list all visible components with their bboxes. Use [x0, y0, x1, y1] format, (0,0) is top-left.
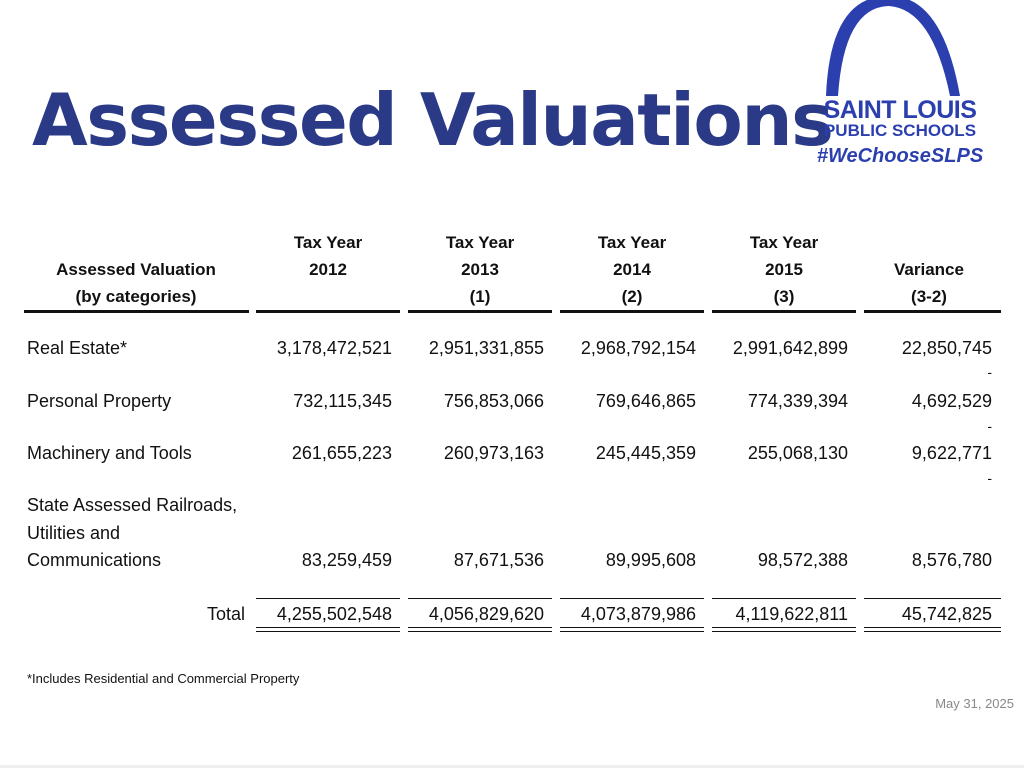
slps-logo: SAINT LOUIS PUBLIC SCHOOLS #WeChooseSLPS: [800, 0, 1000, 175]
table-cell: 774,339,394: [747, 391, 848, 411]
header-2014: Tax Year 2014 (2): [597, 233, 667, 306]
table-cell: 2,968,792,154: [580, 338, 696, 358]
table-cell: 98,572,388: [757, 550, 848, 570]
table-cell: 732,115,345: [293, 391, 392, 411]
table-cell: 2,951,331,855: [428, 338, 544, 358]
header-rule: [24, 310, 249, 313]
total-cell: 4,255,502,548: [276, 604, 392, 624]
page-title: Assessed Valuations: [32, 78, 834, 162]
variance-cell: 22,850,745: [901, 338, 992, 358]
total-top-rule: [408, 598, 552, 599]
total-label: Total: [206, 604, 245, 624]
variance-sign: -: [987, 364, 992, 380]
header-category: Assessed Valuation (by categories): [56, 260, 216, 306]
footnote: *Includes Residential and Commercial Pro…: [27, 671, 300, 686]
logo-line-1: SAINT LOUIS: [823, 96, 977, 124]
total-double-rule: [256, 627, 400, 632]
header-rule: [864, 310, 1001, 313]
total-cell: 4,073,879,986: [580, 604, 696, 624]
logo-hashtag: #WeChooseSLPS: [816, 145, 984, 167]
row-label-state-assessed: Utilities and: [27, 523, 121, 543]
total-top-rule: [560, 598, 704, 599]
variance-sign: -: [987, 470, 992, 486]
header-variance: Variance (3-2): [894, 260, 964, 306]
total-double-rule: [408, 627, 552, 632]
header-2012: Tax Year 2012: [293, 233, 363, 279]
slide-bottom-border: [0, 765, 1024, 768]
row-label-machinery: Machinery and Tools: [27, 443, 192, 463]
table-cell: 756,853,066: [443, 391, 544, 411]
table-cell: 261,655,223: [291, 443, 392, 463]
variance-cell: 4,692,529: [911, 391, 992, 411]
header-rule: [560, 310, 704, 313]
variance-cell: 9,622,771: [911, 443, 992, 463]
table-cell: 2,991,642,899: [732, 338, 848, 358]
table-cell: 245,445,359: [595, 443, 696, 463]
total-cell: 4,119,622,811: [735, 604, 848, 624]
total-top-rule: [712, 598, 856, 599]
header-rule: [712, 310, 856, 313]
variance-cell: 8,576,780: [911, 550, 992, 570]
table-cell: 260,973,163: [443, 443, 544, 463]
table-cell: 255,068,130: [747, 443, 848, 463]
slide-date: May 31, 2025: [935, 696, 1014, 711]
row-label-personal-property: Personal Property: [27, 391, 172, 411]
total-top-rule: [256, 598, 400, 599]
header-2013: Tax Year 2013 (1): [445, 233, 515, 306]
row-label-state-assessed: State Assessed Railroads,: [27, 495, 238, 515]
table-cell: 89,995,608: [605, 550, 696, 570]
header-rule: [256, 310, 400, 313]
table-cell: 83,259,459: [301, 550, 392, 570]
total-double-rule: [864, 627, 1001, 632]
table-cell: 769,646,865: [595, 391, 696, 411]
logo-line-2: PUBLIC SCHOOLS: [823, 121, 977, 140]
total-variance-cell: 45,742,825: [901, 604, 992, 624]
total-double-rule: [712, 627, 856, 632]
header-2015: Tax Year 2015 (3): [749, 233, 819, 306]
table-cell: 3,178,472,521: [276, 338, 392, 358]
total-double-rule: [560, 627, 704, 632]
header-rule: [408, 310, 552, 313]
total-top-rule: [864, 598, 1001, 599]
row-label-state-assessed: Communications: [27, 550, 162, 570]
row-label-real-estate: Real Estate*: [27, 338, 128, 358]
table-cell: 87,671,536: [453, 550, 544, 570]
variance-sign: -: [987, 418, 992, 434]
total-cell: 4,056,829,620: [428, 604, 544, 624]
arch-icon: [826, 0, 960, 96]
